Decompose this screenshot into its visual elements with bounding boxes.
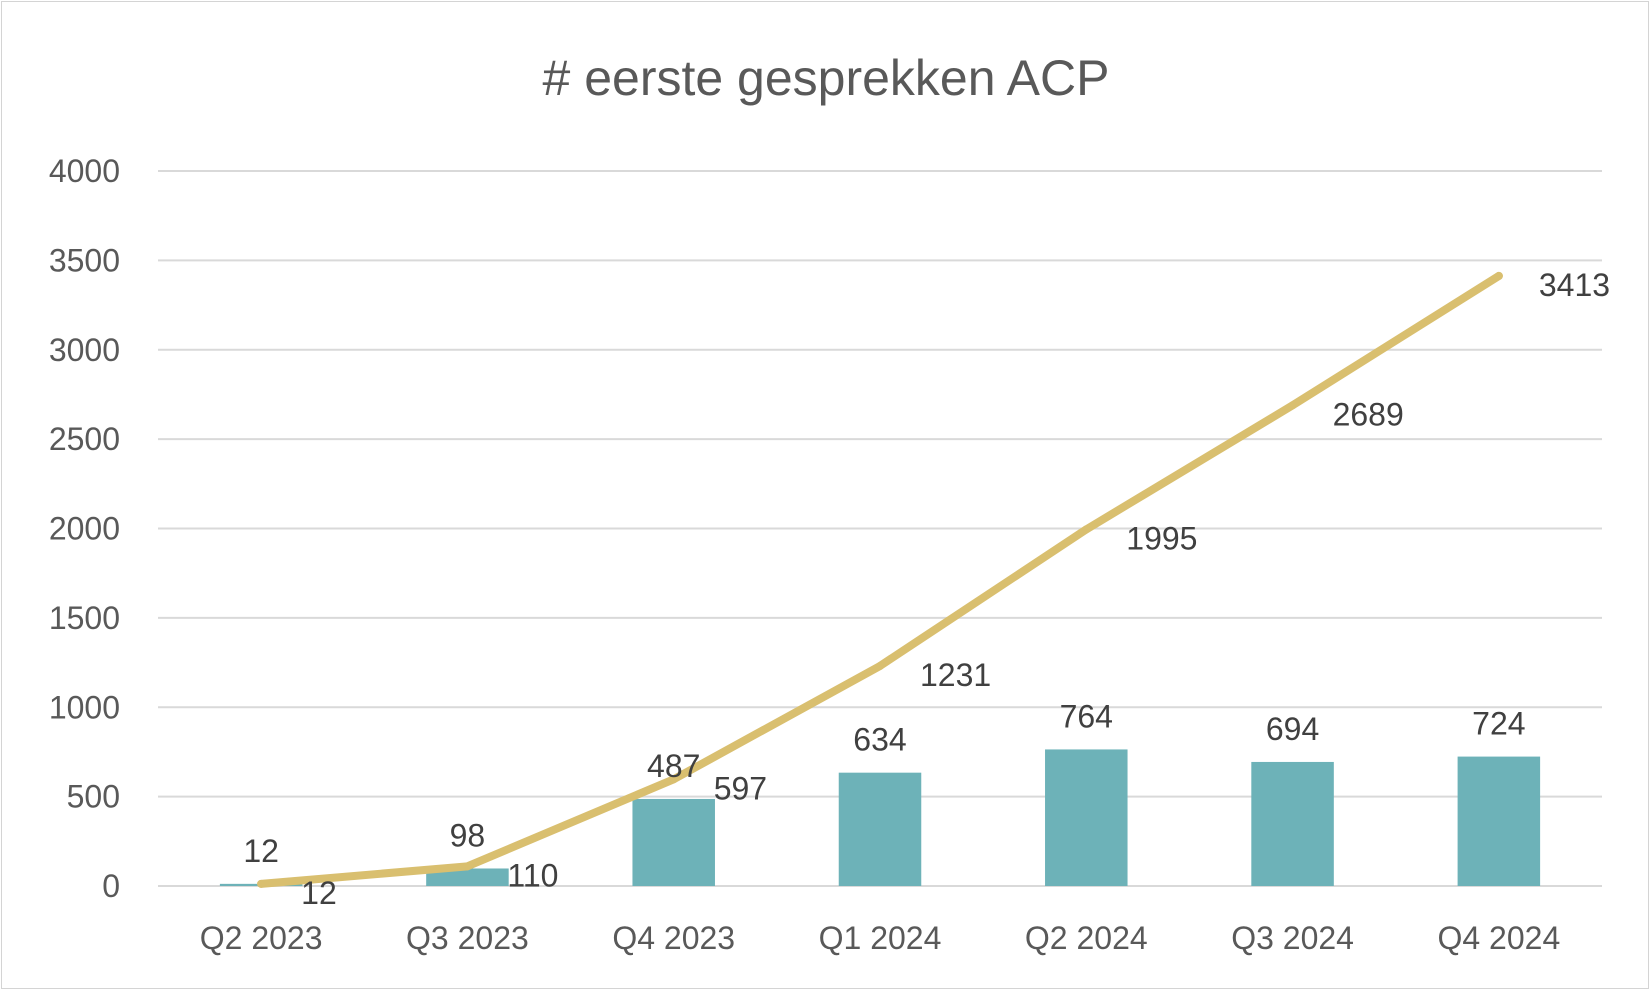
x-tick-label: Q3 2023 [406, 920, 529, 956]
line-data-label: 12 [301, 875, 337, 911]
bar [1251, 761, 1334, 886]
line-data-label: 3413 [1539, 267, 1610, 303]
x-tick-label: Q3 2024 [1231, 920, 1354, 956]
x-tick-label: Q1 2024 [819, 920, 942, 956]
line-point [463, 862, 472, 871]
y-tick-label: 0 [102, 868, 120, 904]
line-point [669, 775, 678, 784]
x-tick-label: Q4 2023 [612, 920, 735, 956]
line-data-label: 110 [507, 857, 558, 893]
bar [838, 772, 922, 886]
bar-data-label: 12 [243, 833, 279, 869]
bar [1457, 756, 1541, 886]
line-data-label: 597 [714, 770, 767, 806]
y-axis: 0 500 1000 1500 2000 2500 3000 3500 4000 [49, 153, 120, 904]
line-point [1082, 525, 1091, 534]
y-tick-label: 3500 [49, 242, 120, 278]
line-data-label: 1231 [920, 657, 991, 693]
bar-data-label: 98 [450, 817, 486, 853]
y-tick-label: 1500 [49, 600, 120, 636]
line-point [1288, 401, 1297, 410]
x-tick-label: Q2 2024 [1025, 920, 1148, 956]
x-axis: Q2 2023 Q3 2023 Q4 2023 Q1 2024 Q2 2024 Q3 20… [200, 920, 1560, 956]
y-tick-label: 2000 [49, 511, 120, 547]
bar-data-label: 487 [647, 748, 700, 784]
bar-data-label: 764 [1060, 698, 1113, 734]
line-data-label: 2689 [1333, 396, 1404, 432]
bar-data-label: 634 [853, 722, 906, 758]
line-series [257, 271, 1503, 888]
bar [1045, 749, 1128, 886]
y-tick-label: 4000 [49, 153, 120, 189]
bar [632, 798, 715, 886]
y-tick-label: 3000 [49, 332, 120, 368]
data-labels: 12 98 487 634 764 694 724 12 110 597 1231 1995 2689 3… [243, 267, 1610, 911]
bar-series [219, 749, 1541, 886]
x-tick-label: Q4 2024 [1437, 920, 1560, 956]
line-point [257, 879, 266, 888]
gridlines [158, 170, 1602, 887]
bar [426, 868, 509, 886]
x-tick-label: Q2 2023 [200, 920, 323, 956]
bar-data-label: 724 [1472, 706, 1525, 742]
line-point [876, 661, 884, 670]
y-tick-label: 1000 [49, 689, 120, 725]
y-tick-label: 2500 [49, 421, 120, 457]
line-data-label: 1995 [1126, 520, 1197, 556]
line-point [1494, 271, 1503, 280]
chart-title: # eerste gesprekken ACP [543, 50, 1110, 106]
bar-data-label: 694 [1266, 711, 1319, 747]
y-tick-label: 500 [67, 779, 120, 815]
